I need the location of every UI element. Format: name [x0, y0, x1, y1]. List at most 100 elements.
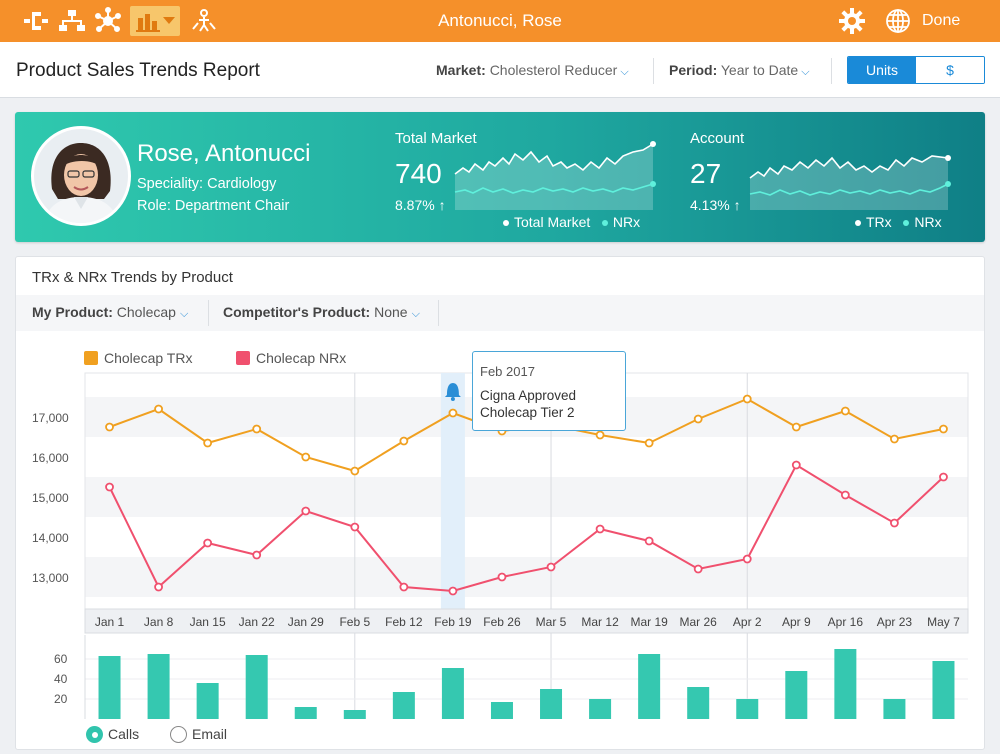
org-chart-icon[interactable]: [58, 7, 86, 35]
data-point: [399, 436, 409, 446]
arrow-up-icon: ↑: [733, 197, 741, 213]
bar: [638, 654, 661, 719]
radio-calls[interactable]: Calls: [86, 726, 139, 743]
network-icon[interactable]: [94, 7, 122, 35]
bar-y-tick-label: 20: [54, 692, 68, 706]
legend-nrx[interactable]: Cholecap NRx: [236, 350, 346, 366]
legend-trx[interactable]: Cholecap TRx: [84, 350, 192, 366]
x-tick-label: Apr 2: [733, 615, 762, 629]
x-tick-label: Mar 19: [630, 615, 668, 629]
y-tick-label: 15,000: [32, 491, 69, 505]
trends-title: TRx & NRx Trends by Product: [32, 269, 233, 286]
chevron-down-icon: ⌵: [179, 308, 189, 320]
x-tick-label: Jan 8: [144, 615, 174, 629]
data-point: [105, 482, 114, 492]
data-point: [595, 430, 605, 440]
dollar-button[interactable]: $: [916, 57, 984, 83]
data-point: [890, 518, 899, 528]
account-legend: TRx NRx: [855, 214, 942, 230]
tooltip-line2: Cholecap Tier 2: [480, 405, 575, 420]
bar: [785, 671, 808, 719]
legend-dot: [601, 220, 608, 227]
market-label: Market:: [436, 62, 486, 78]
x-tick-label: Apr 16: [828, 615, 864, 629]
units-button[interactable]: Units: [848, 57, 916, 83]
flow-icon[interactable]: [22, 7, 50, 35]
period-filter[interactable]: Period: Year to Date ⌵: [669, 62, 810, 79]
page-title: Product Sales Trends Report: [16, 60, 260, 81]
profile-banner: Rose, Antonucci Speciality: Cardiology R…: [15, 112, 985, 242]
radio-selected-icon: [86, 726, 103, 743]
data-point: [448, 586, 458, 596]
data-point: [890, 434, 899, 444]
bar-y-tick-label: 40: [54, 672, 68, 686]
data-point: [497, 572, 507, 582]
trends-filters: My Product: Cholecap ⌵ Competitor's Produ…: [16, 295, 984, 331]
bar: [589, 699, 612, 719]
bar: [687, 687, 710, 719]
my-product-filter[interactable]: My Product: Cholecap ⌵: [32, 304, 189, 320]
data-point: [448, 408, 458, 418]
data-point: [252, 424, 262, 434]
data-point: [791, 460, 801, 470]
divider: [653, 58, 654, 84]
legend-swatch: [84, 351, 98, 365]
y-tick-label: 13,000: [32, 571, 69, 585]
competitor-product-filter[interactable]: Competitor's Product: None ⌵: [223, 304, 420, 320]
radio-email[interactable]: Email: [170, 726, 227, 743]
globe-icon[interactable]: [884, 7, 912, 35]
legend-dot: [903, 220, 910, 227]
x-tick-label: Feb 19: [434, 615, 472, 629]
grid-band: [85, 557, 968, 597]
window-title: Antonucci, Rose: [438, 11, 562, 30]
market-value: Cholesterol Reducer: [489, 62, 618, 78]
highlight-band: [440, 373, 465, 609]
data-point: [791, 422, 801, 432]
period-value: Year to Date: [720, 62, 799, 78]
grid-band: [85, 477, 968, 517]
data-point: [546, 562, 556, 572]
x-tick-label: Mar 5: [536, 615, 567, 629]
y-tick-label: 17,000: [32, 411, 69, 425]
data-point: [203, 438, 213, 448]
arrow-up-icon: ↑: [438, 197, 446, 213]
x-tick-label: Jan 29: [288, 615, 324, 629]
x-tick-label: May 7: [927, 615, 960, 629]
bar: [196, 683, 219, 719]
profile-name: Rose, Antonucci: [137, 140, 311, 167]
chevron-down-icon: ⌵: [620, 66, 629, 78]
data-point: [203, 538, 213, 548]
market-filter[interactable]: Market: Cholesterol Reducer ⌵: [436, 62, 629, 79]
data-point: [399, 582, 409, 592]
gear-icon[interactable]: [838, 7, 866, 35]
data-point: [644, 438, 654, 448]
bar: [883, 699, 906, 719]
x-tick-label: Apr 9: [782, 615, 811, 629]
data-point: [105, 422, 114, 432]
data-point: [301, 452, 311, 462]
map-person-icon[interactable]: [190, 7, 218, 35]
bar: [147, 654, 170, 719]
done-button[interactable]: Done: [922, 12, 961, 29]
data-point: [595, 524, 605, 534]
bar-chart-tool-button[interactable]: [130, 6, 180, 36]
data-point: [742, 394, 752, 404]
bar-y-tick-label: 60: [54, 652, 68, 666]
data-point: [301, 506, 311, 516]
data-point: [252, 550, 262, 560]
bar: [834, 649, 857, 719]
chevron-down-icon: ⌵: [411, 308, 420, 320]
profile-role: Role: Department Chair: [137, 198, 290, 214]
event-tooltip: Feb 2017 Cigna Approved Cholecap Tier 2: [472, 351, 626, 431]
account-value: 27: [690, 158, 722, 189]
data-point: [742, 554, 752, 564]
data-point: [840, 490, 850, 500]
chevron-down-icon: ⌵: [801, 66, 810, 78]
bar: [294, 707, 317, 719]
y-tick-label: 14,000: [32, 531, 69, 545]
trends-panel: TRx & NRx Trends by Product My Product: …: [15, 256, 985, 750]
bar: [245, 655, 268, 719]
y-tick-label: 16,000: [32, 451, 69, 465]
x-tick-label: Feb 26: [483, 615, 521, 629]
total-market-sparkline: [454, 141, 656, 210]
